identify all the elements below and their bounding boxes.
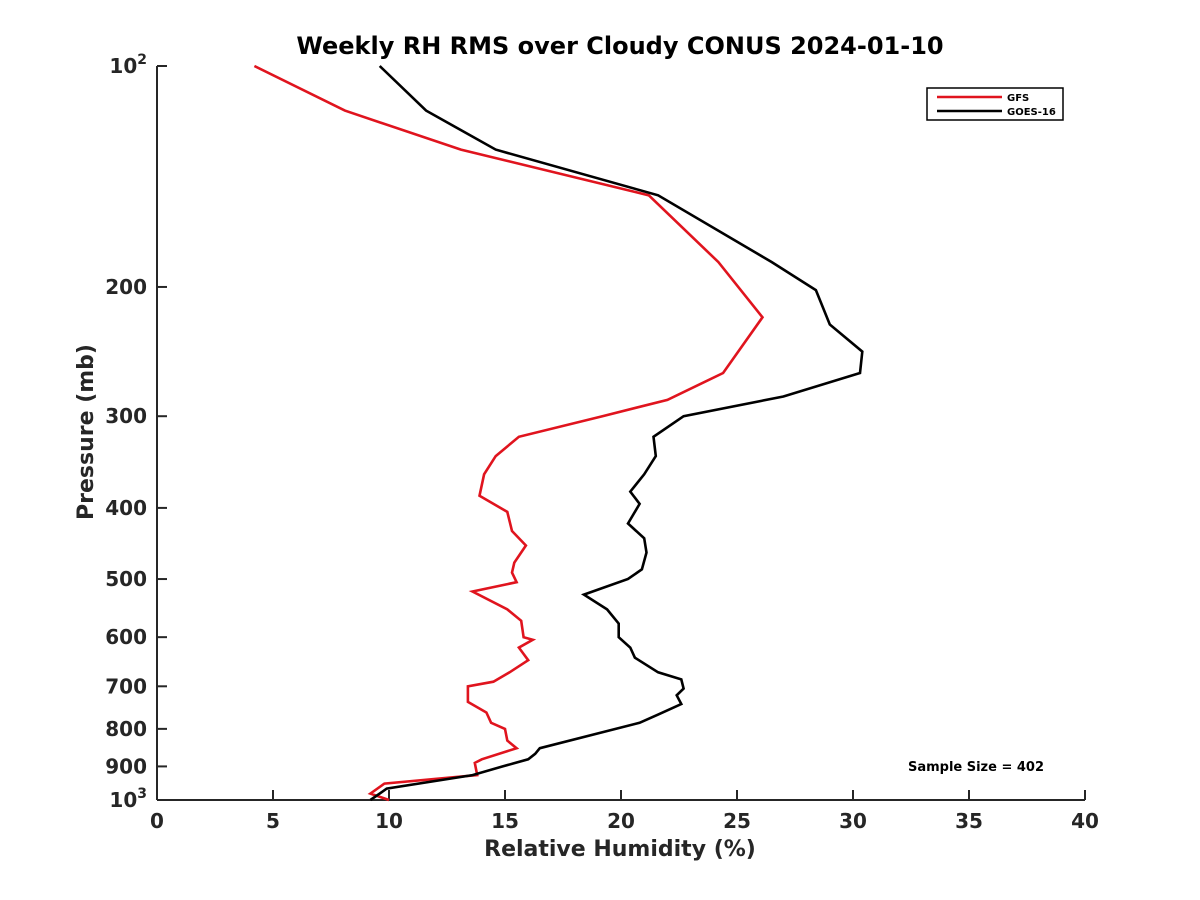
y-tick-label: 500 — [105, 567, 147, 591]
y-tick-label: 700 — [105, 674, 147, 698]
sample-size-annotation: Sample Size = 402 — [908, 760, 1044, 775]
series-layer — [253, 64, 864, 802]
legend-label-goes-16: GOES-16 — [1007, 107, 1056, 118]
y-axis-label: Pressure (mb) — [74, 344, 99, 520]
series-line-goes-16 — [369, 65, 864, 802]
x-tick-label: 20 — [607, 809, 635, 833]
y-axis-ticks: 102 200 300 400 500 600 700 800 900 103 — [105, 52, 167, 812]
x-tick-label: 25 — [723, 809, 751, 833]
series-line-gfs — [253, 64, 765, 802]
x-axis-label: Relative Humidity (%) — [484, 837, 756, 862]
legend-label-gfs: GFS — [1007, 93, 1029, 104]
legend: GFS GOES-16 — [926, 87, 1064, 121]
x-axis-ticks: 0 5 10 15 20 25 30 35 40 — [150, 790, 1099, 833]
x-tick-label: 30 — [839, 809, 867, 833]
y-tick-label: 103 — [109, 786, 147, 812]
y-tick-label: 102 — [109, 52, 147, 78]
y-tick-label: 300 — [105, 404, 147, 428]
y-tick-label: 400 — [105, 496, 147, 520]
y-tick-label: 800 — [105, 717, 147, 741]
y-tick-label: 200 — [105, 275, 147, 299]
y-tick-label: 900 — [105, 754, 147, 778]
x-tick-label: 35 — [955, 809, 983, 833]
legend-box — [926, 87, 1064, 121]
x-tick-label: 10 — [375, 809, 403, 833]
x-tick-label: 15 — [491, 809, 519, 833]
x-tick-label: 5 — [266, 809, 280, 833]
chart-title: Weekly RH RMS over Cloudy CONUS 2024-01-… — [296, 32, 943, 60]
x-tick-label: 40 — [1071, 809, 1099, 833]
y-tick-label: 600 — [105, 625, 147, 649]
x-tick-label: 0 — [150, 809, 164, 833]
